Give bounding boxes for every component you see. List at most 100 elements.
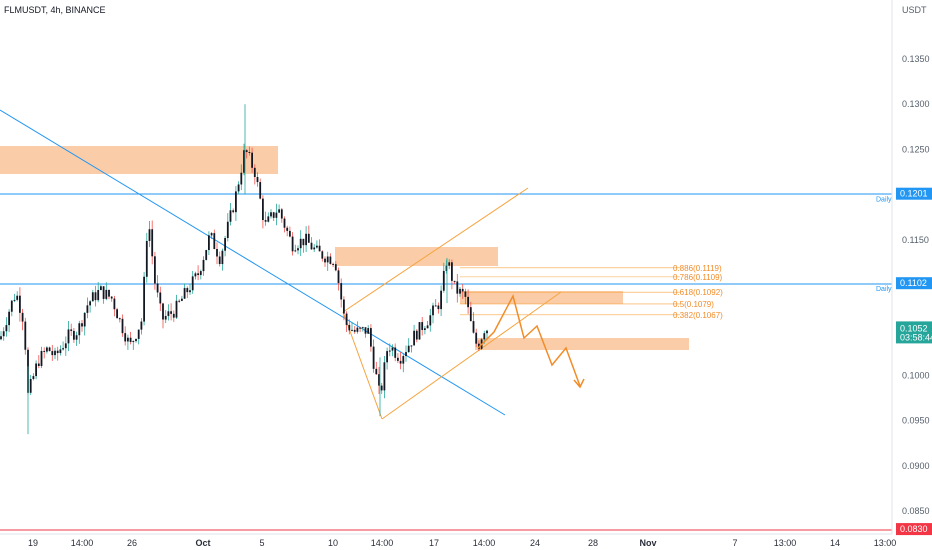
candle-body [361, 327, 364, 329]
candle-body [413, 330, 415, 346]
candle-body [56, 350, 59, 354]
candle-body [127, 337, 129, 342]
candle-body [170, 311, 172, 314]
candle-body [54, 350, 56, 356]
candle-body [148, 229, 151, 241]
candle-body [243, 150, 245, 173]
candle-body [353, 329, 356, 332]
candle-body [283, 218, 286, 228]
candle-body [475, 332, 478, 344]
fib-level-label: 0.382(0.1067) [673, 311, 723, 320]
time-tick: 26 [127, 538, 137, 548]
price-tag-value: 0.1201 [900, 189, 928, 199]
candle-body [210, 233, 213, 236]
candle-body [137, 329, 140, 339]
candle-body [202, 259, 205, 272]
channel-lower-line[interactable] [381, 291, 562, 420]
candle-body [162, 303, 164, 320]
candle-body [424, 328, 426, 330]
candle-body [197, 273, 199, 276]
price-tag-blue [896, 187, 932, 200]
price-tick: 0.0900 [902, 461, 930, 471]
candle-body [251, 152, 253, 168]
candle-body [194, 273, 197, 277]
candle-body [208, 235, 210, 251]
candle-body [410, 345, 413, 347]
candle-body [78, 323, 81, 336]
candle-body [307, 233, 310, 243]
time-tick: 28 [588, 538, 598, 548]
candle-body [289, 230, 291, 237]
candle-body [154, 256, 156, 284]
candle-body [175, 300, 178, 318]
candle-body [326, 256, 329, 263]
fib-level-label: 0.5(0.1079) [673, 300, 714, 309]
time-tick: 5 [259, 538, 264, 548]
candle-body [226, 221, 229, 239]
candle-body [51, 351, 54, 356]
candle-body [0, 336, 2, 340]
candle-body [121, 318, 124, 334]
candle-body [89, 301, 91, 306]
candle-body [221, 250, 224, 265]
descending-trendline[interactable] [0, 109, 506, 416]
candle-body [245, 150, 248, 153]
price-tick: 0.1150 [902, 235, 929, 245]
candle-body [64, 343, 67, 349]
candle-body [270, 212, 272, 217]
candle-body [159, 292, 162, 304]
candle-body [224, 238, 226, 251]
candle-body [380, 385, 383, 391]
fib-level-label: 0.618(0.1092) [673, 288, 723, 297]
candle-body [35, 363, 37, 377]
time-tick: 19 [28, 538, 38, 548]
price-tag-value: 0.1102 [900, 278, 927, 288]
candle-body [10, 300, 13, 312]
price-tag-value: 0.0830 [900, 524, 928, 534]
candle-body [178, 300, 181, 302]
candle-body [237, 184, 240, 192]
price-tag-blue [896, 277, 932, 290]
projected-path [477, 293, 581, 387]
candle-body [240, 172, 243, 185]
candle-body [388, 350, 391, 352]
candle-body [81, 323, 83, 327]
candle-body [105, 289, 108, 299]
candle-body [216, 249, 218, 257]
candle-body [267, 216, 270, 222]
time-tick: 14:00 [473, 538, 496, 548]
candle-body [310, 242, 313, 250]
candle-body [2, 331, 5, 337]
candle-body [299, 238, 302, 249]
candle-body [442, 270, 445, 291]
fib-retracement[interactable] [460, 267, 680, 316]
candle-body [348, 324, 351, 331]
candle-body [372, 346, 375, 369]
candle-body [434, 305, 437, 307]
candle-body [100, 286, 102, 291]
candle-body [367, 328, 370, 334]
candle-body [451, 262, 453, 281]
candle-body [46, 347, 48, 352]
time-tick: Nov [639, 538, 656, 548]
candle-body [402, 355, 405, 364]
candle-body [407, 345, 410, 353]
time-tick: Oct [195, 538, 210, 548]
candle-body [86, 305, 89, 313]
candle-body [124, 333, 127, 342]
candle-body [132, 341, 135, 343]
time-axis-ticks: 19 14:00 26 Oct 5 10 14:00 17 14:00 24 28 Nov 7 13:00… [28, 538, 896, 548]
channel-upper-line[interactable] [342, 187, 529, 313]
candle-body [472, 321, 475, 333]
candle-body [73, 330, 75, 340]
price-axis-panel [892, 0, 932, 550]
time-tick: 14:00 [371, 538, 394, 548]
candle-body [16, 295, 19, 300]
candle-body [291, 236, 294, 252]
candle-body [235, 191, 237, 213]
candle-body [102, 286, 105, 299]
candle-body [426, 325, 429, 329]
candle-body [135, 338, 137, 342]
